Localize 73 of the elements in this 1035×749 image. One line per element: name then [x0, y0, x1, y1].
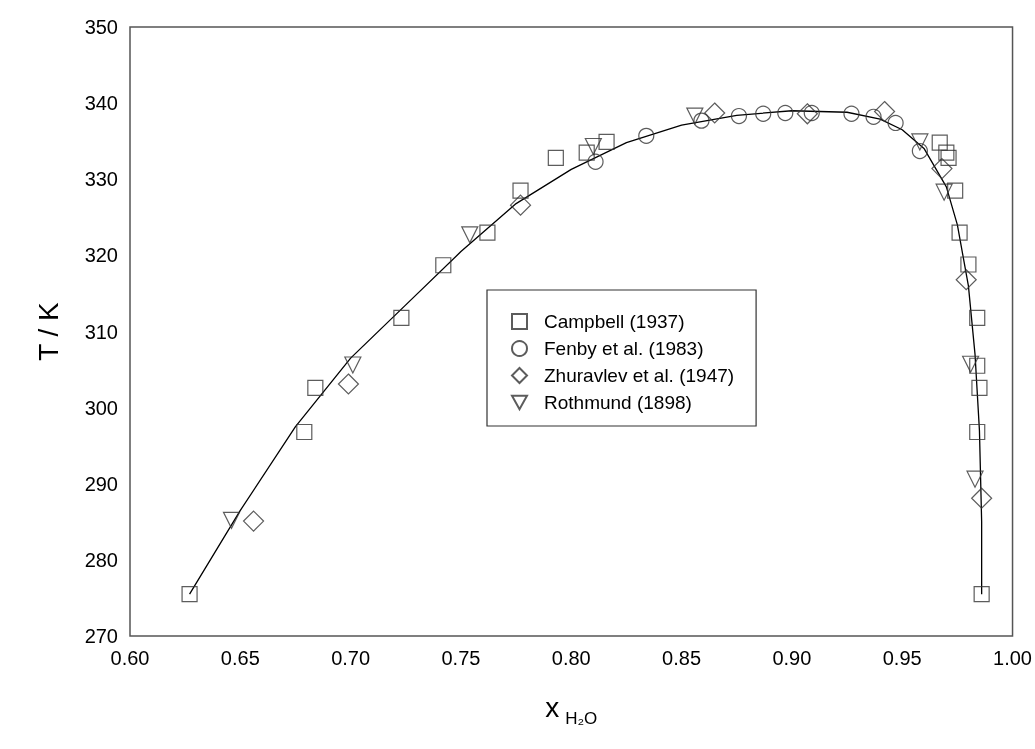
point	[938, 144, 955, 161]
point	[393, 309, 410, 326]
point	[307, 379, 324, 396]
y-axis-title: T / K	[32, 301, 64, 361]
point	[509, 194, 532, 216]
point	[777, 104, 794, 122]
point	[584, 137, 602, 156]
point	[796, 103, 818, 125]
point	[940, 149, 957, 167]
point	[755, 105, 772, 122]
legend-label: Zhuravlev et al. (1947)	[544, 365, 735, 386]
y-tick-label: 330	[84, 168, 118, 191]
point	[966, 470, 984, 488]
point	[947, 182, 964, 199]
point	[803, 104, 820, 122]
point	[969, 423, 986, 441]
point	[704, 102, 726, 124]
point	[971, 487, 993, 509]
x-tick-label: 0.95	[882, 647, 922, 669]
point	[638, 127, 655, 144]
x-tick-label: 0.85	[662, 647, 702, 669]
point	[971, 379, 988, 396]
x-tick-label: 0.90	[772, 647, 812, 669]
x-tick-label: 0.65	[220, 647, 260, 669]
y-tick-label: 340	[84, 92, 118, 115]
legend-label: Rothmund (1898)	[544, 392, 692, 413]
y-tick-label: 280	[84, 548, 118, 571]
point	[435, 257, 452, 274]
point	[887, 114, 904, 132]
x-tick-label: 0.70	[331, 647, 371, 669]
point	[951, 224, 968, 241]
point	[730, 107, 748, 125]
point	[955, 269, 977, 291]
point	[969, 309, 986, 326]
point	[598, 133, 615, 151]
point	[843, 105, 860, 122]
point	[547, 149, 564, 167]
point	[960, 256, 977, 273]
point	[931, 157, 953, 180]
point	[873, 100, 896, 123]
point	[512, 182, 529, 199]
point	[973, 586, 990, 603]
point	[479, 224, 496, 241]
point	[969, 357, 986, 374]
y-tick-label: 300	[84, 396, 118, 419]
y-tick-label: 290	[84, 472, 118, 495]
y-tick-label: 350	[84, 16, 118, 38]
y-tick-label: 270	[84, 625, 118, 647]
point	[296, 423, 313, 441]
point	[865, 108, 882, 125]
y-tick-label: 320	[84, 244, 118, 267]
point	[686, 107, 704, 125]
point	[931, 134, 948, 151]
point	[181, 586, 198, 603]
legend-label: Fenby et al. (1983)	[544, 338, 704, 359]
point	[911, 133, 929, 151]
point	[935, 183, 953, 201]
x-tick-label: 1.00	[993, 647, 1033, 669]
point	[242, 510, 265, 532]
x-tick-label: 0.75	[441, 647, 481, 669]
point	[461, 226, 479, 244]
point	[962, 355, 980, 373]
point	[587, 153, 604, 170]
point	[222, 511, 241, 529]
x-tick-label: 0.80	[551, 647, 591, 669]
point	[578, 144, 595, 161]
point	[337, 373, 360, 395]
point	[693, 112, 710, 129]
point	[344, 356, 362, 374]
y-tick-label: 310	[84, 320, 118, 343]
point	[911, 142, 928, 160]
legend-label: Campbell (1937)	[544, 311, 685, 332]
x-tick-label: 0.60	[110, 647, 150, 669]
